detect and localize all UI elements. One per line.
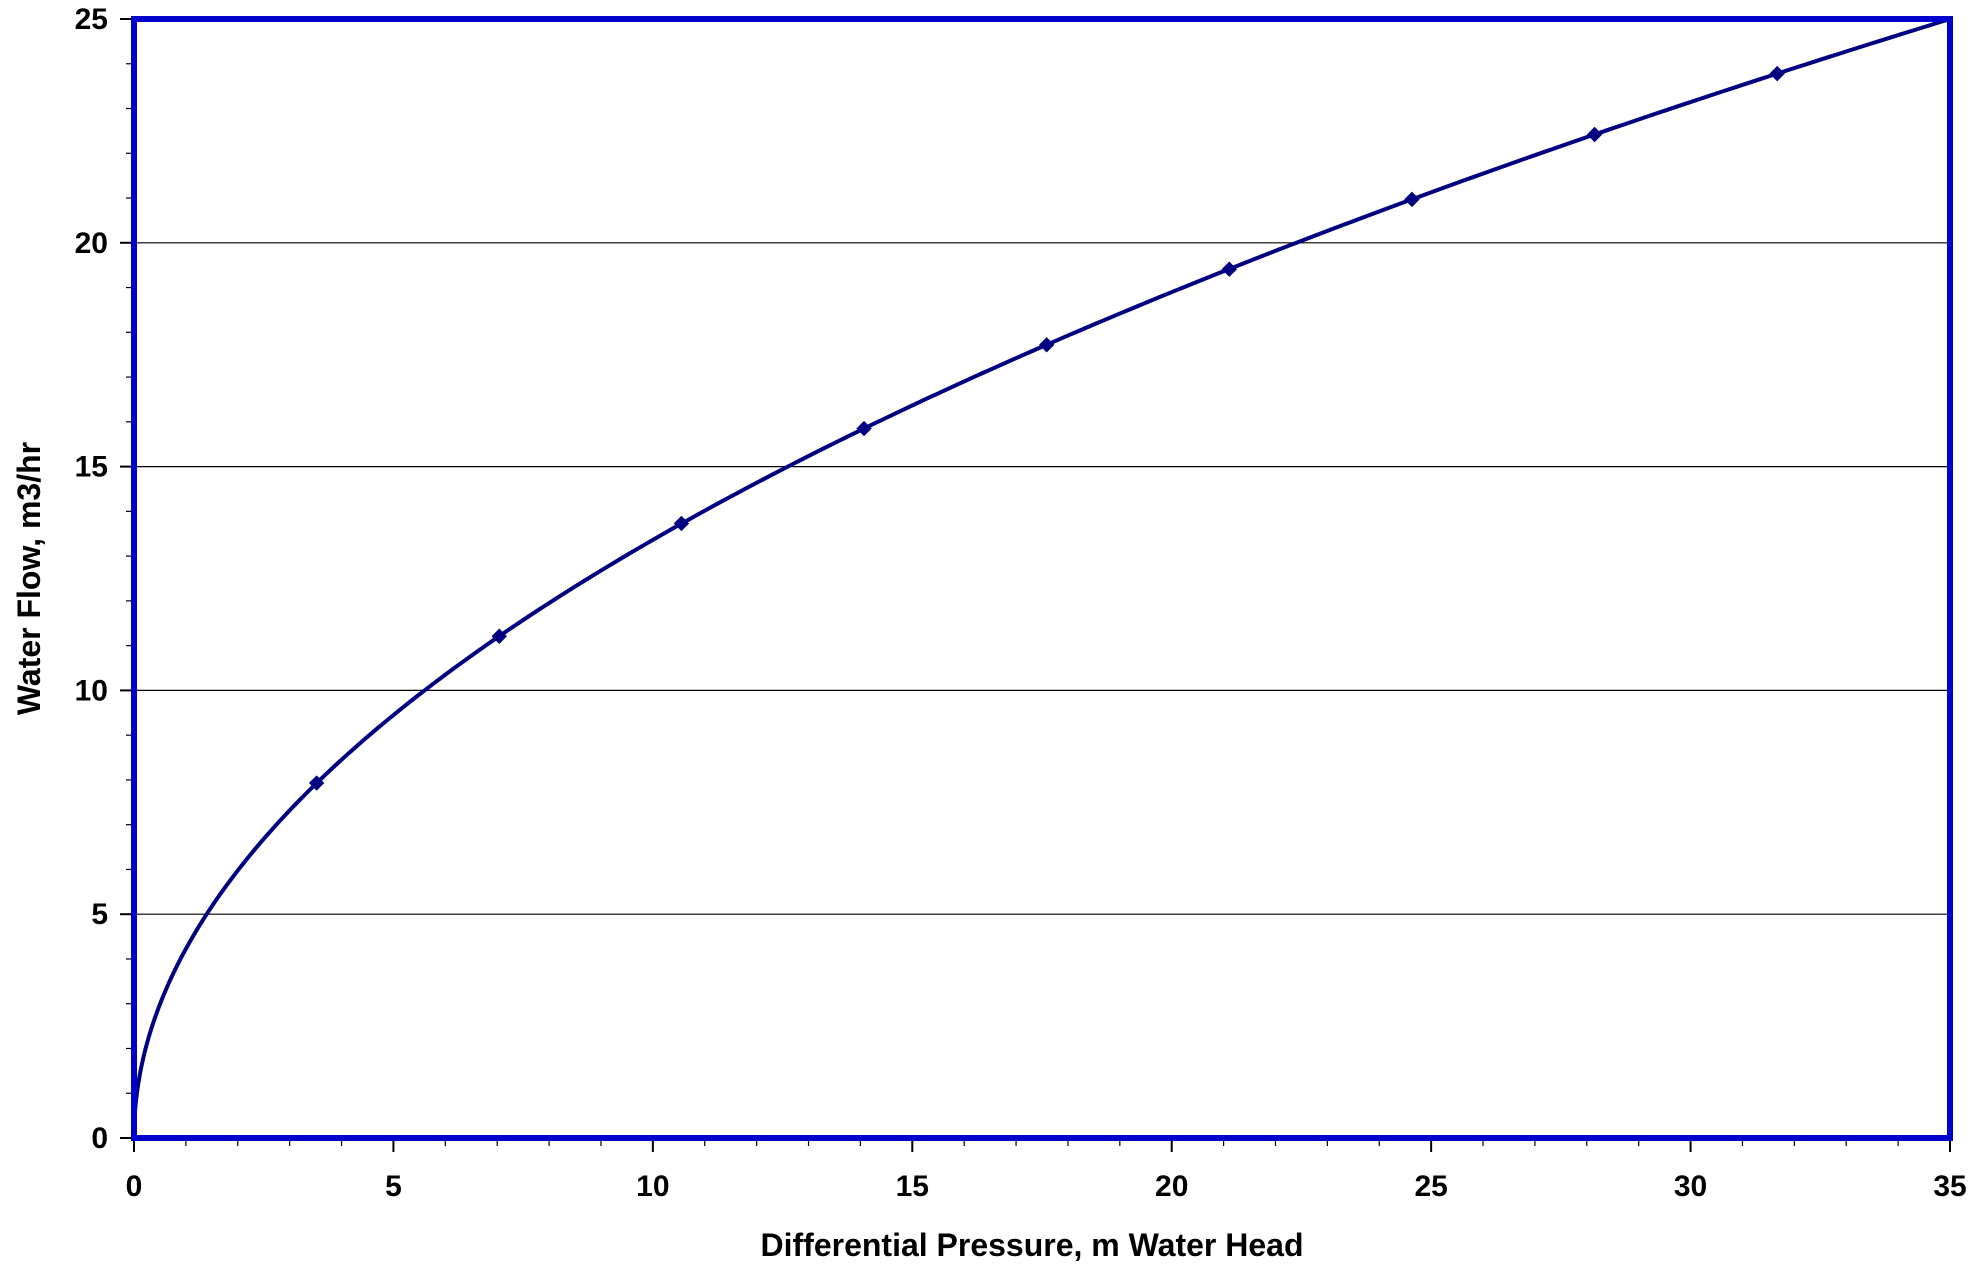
x-tick-label: 35 xyxy=(1933,1170,1966,1203)
y-tick-label: 25 xyxy=(75,3,108,36)
data-markers xyxy=(308,65,1785,791)
y-axis-title: Water Flow, m3/hr xyxy=(11,442,47,715)
grid-lines xyxy=(134,242,1950,915)
y-tick-label: 5 xyxy=(91,898,108,931)
y-tick-label: 20 xyxy=(75,227,108,260)
data-point-marker xyxy=(1221,261,1238,277)
y-tick-label: 10 xyxy=(75,674,108,707)
data-point-marker xyxy=(308,775,325,791)
y-tick-label: 0 xyxy=(91,1122,108,1155)
data-point-marker xyxy=(673,515,690,532)
x-tick-label: 30 xyxy=(1674,1170,1707,1203)
x-tick-label: 25 xyxy=(1414,1170,1447,1203)
x-tick-label: 5 xyxy=(385,1170,402,1203)
plot-area-border xyxy=(131,16,1953,1141)
x-tick-label: 10 xyxy=(636,1170,669,1203)
x-tick-label: 0 xyxy=(126,1170,143,1203)
y-tick-label: 15 xyxy=(75,451,108,484)
y-tick-labels: 0 5 10 15 20 25 xyxy=(75,3,108,1155)
data-point-marker xyxy=(1769,65,1785,82)
minor-ticks xyxy=(120,18,1951,1152)
x-axis-title: Differential Pressure, m Water Head xyxy=(761,1227,1304,1263)
flow-curve-line xyxy=(132,17,1951,1139)
data-point-marker xyxy=(491,628,507,644)
data-point-marker xyxy=(856,420,872,437)
x-tick-label: 15 xyxy=(896,1170,929,1203)
data-point-marker xyxy=(1404,191,1420,208)
data-point-marker xyxy=(1586,126,1603,143)
data-point-marker xyxy=(1038,337,1055,353)
x-tick-labels: 0 5 10 15 20 25 30 35 xyxy=(126,1170,1967,1203)
x-tick-label: 20 xyxy=(1155,1170,1188,1203)
